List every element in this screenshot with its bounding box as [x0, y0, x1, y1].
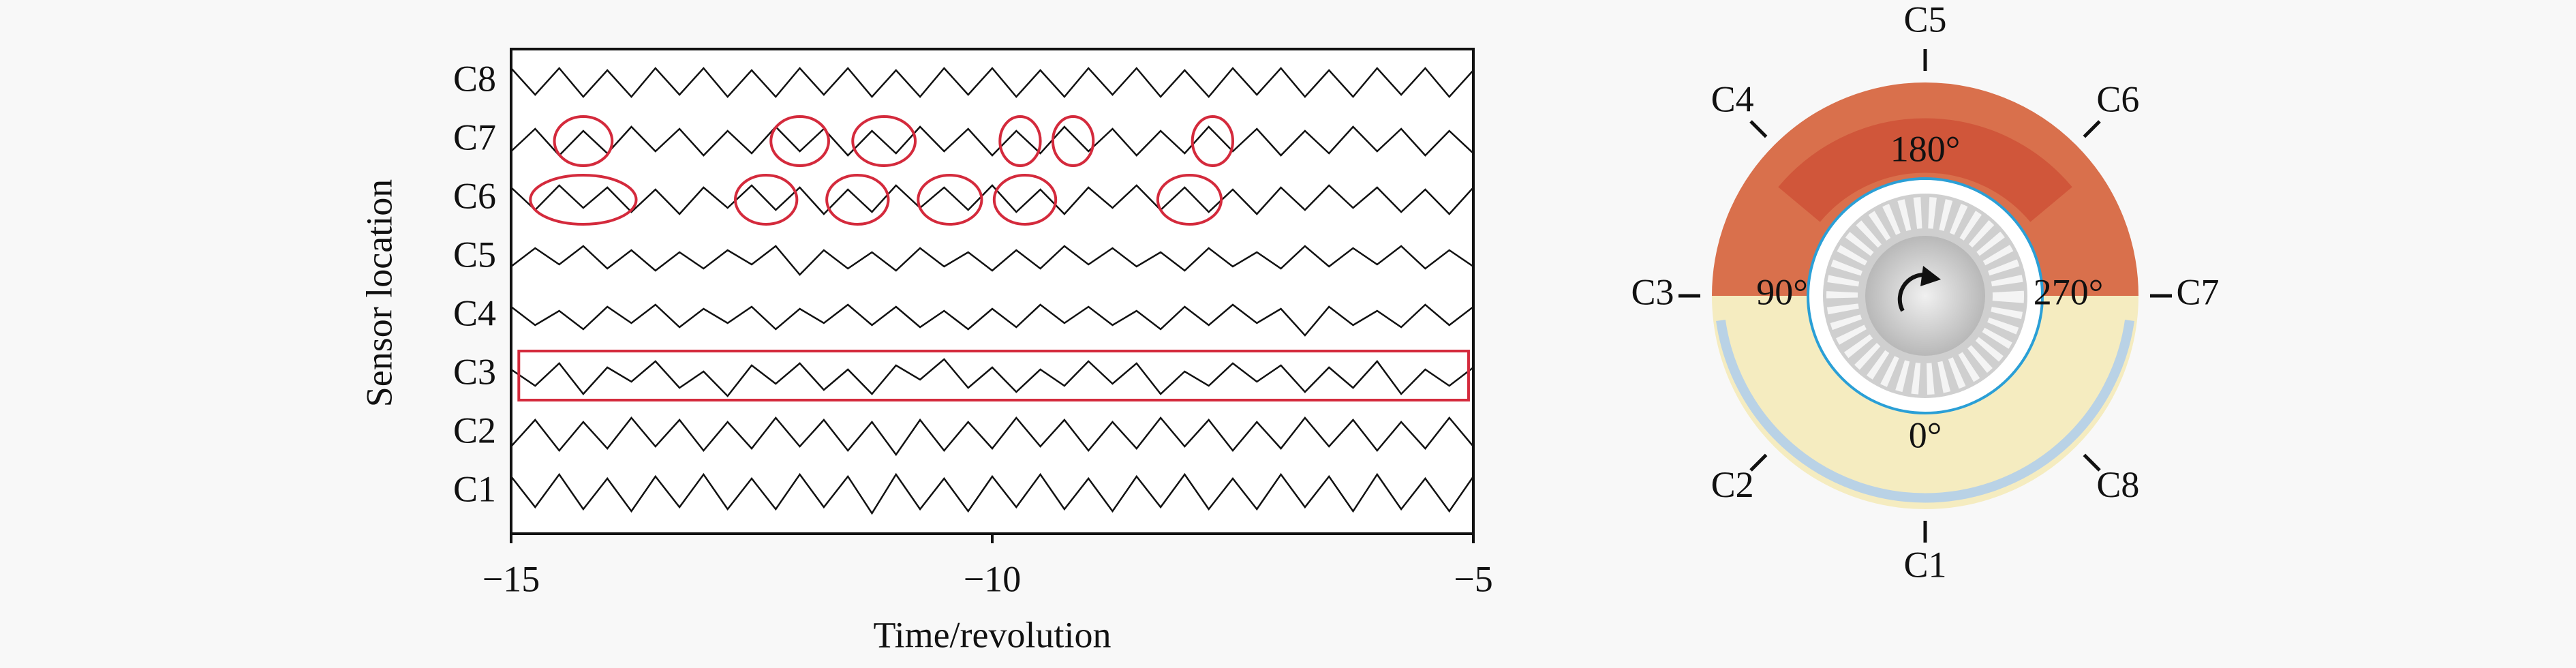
highlight-ellipse [992, 174, 1058, 226]
highlight-ellipse [769, 115, 830, 167]
x-tick-label: −10 [964, 558, 1021, 599]
signal-trace [510, 416, 1474, 457]
angle-label: 180° [1890, 128, 1961, 169]
hub [1865, 236, 1985, 356]
sensor-label: C6 [2096, 79, 2139, 120]
y-tick-label: C5 [453, 234, 496, 275]
y-tick-label: C3 [453, 351, 496, 392]
x-tick-label: −5 [1454, 558, 1492, 599]
ring-edge [1716, 320, 2134, 503]
signal-trace [510, 303, 1474, 337]
y-tick-label: C7 [453, 117, 496, 157]
sensor-label: C7 [2176, 271, 2219, 312]
y-tick-label: C4 [453, 292, 496, 333]
highlight-ellipse [998, 115, 1042, 167]
ring-core [1778, 118, 2072, 223]
ring-cool [1712, 294, 2138, 509]
highlight-ellipse [553, 115, 614, 167]
rotor-teeth [1826, 197, 2024, 395]
x-tick-label: −15 [482, 558, 540, 599]
plot-frame [510, 48, 1475, 535]
highlight-ellipse [1191, 115, 1235, 167]
signal-trace [510, 472, 1475, 515]
y-tick-label: C8 [453, 58, 496, 99]
y-tick-label: C1 [453, 468, 496, 509]
sensor-label: C1 [1903, 544, 1946, 585]
angle-label: 270° [2034, 271, 2104, 312]
sensor-tick [1749, 453, 1768, 472]
angle-label: 90° [1756, 271, 1808, 312]
highlight-box [517, 350, 1470, 401]
highlight-ellipse [851, 115, 917, 167]
sensor-tick [1749, 120, 1768, 138]
sensor-label: C8 [2096, 464, 2139, 505]
sensor-label: C5 [1903, 0, 1946, 40]
highlight-ellipse [529, 174, 638, 226]
highlight-ellipse [917, 174, 983, 226]
highlight-ellipse [1156, 174, 1223, 226]
signal-trace [510, 67, 1474, 98]
signal-trace [510, 184, 1474, 215]
highlight-ellipse [825, 174, 890, 226]
y-tick-label: C6 [453, 175, 496, 216]
sensor-tick [2083, 120, 2101, 138]
arrow-head [1920, 266, 1941, 286]
highlight-ellipse [733, 174, 799, 226]
y-axis-label: Sensor location [358, 179, 399, 407]
sensor-label: C4 [1711, 79, 1754, 120]
y-tick-label: C2 [453, 410, 496, 451]
ring-map [1712, 82, 2138, 509]
sensor-tick [2083, 453, 2101, 472]
sensor-label: C3 [1631, 271, 1674, 312]
highlight-ellipse [1051, 115, 1095, 167]
x-axis-label: Time/revolution [873, 614, 1111, 655]
angle-label: 0° [1909, 414, 1942, 455]
signal-trace [510, 358, 1474, 397]
signal-trace [510, 125, 1474, 157]
sensor-label: C2 [1711, 464, 1754, 505]
signal-trace [510, 245, 1474, 276]
